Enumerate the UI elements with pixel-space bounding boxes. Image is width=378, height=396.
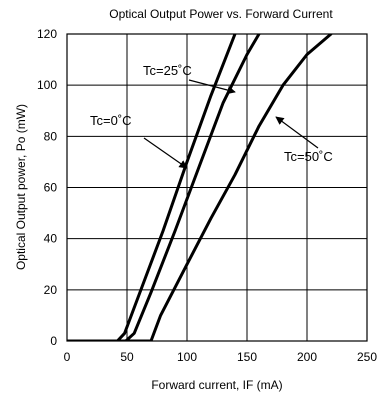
- annotation-arrow: [275, 116, 319, 149]
- annotation-layer: Tc=25˚C Tc=0˚C Tc=50˚C: [90, 63, 333, 169]
- tick-layer: 0 50 100 150 200 250 0 20 40 60 80 100 120: [37, 27, 377, 364]
- annotation-label: Tc=25˚C: [143, 63, 192, 78]
- y-tick-label: 20: [44, 283, 58, 297]
- x-tick-label: 250: [357, 350, 377, 364]
- x-tick-label: 0: [64, 350, 71, 364]
- y-tick-label: 100: [37, 78, 57, 92]
- y-tick-label: 80: [44, 129, 58, 143]
- x-tick-label: 200: [297, 350, 317, 364]
- annotation-arrow: [143, 137, 188, 169]
- y-axis-label: Optical Output power, Po (mW): [14, 104, 28, 270]
- plot-frame: [66, 33, 368, 342]
- series-layer: [67, 34, 333, 341]
- y-tick-label: 60: [44, 181, 58, 195]
- grid-layer: [66, 33, 368, 342]
- x-tick-label: 150: [237, 350, 257, 364]
- series-line-2: [67, 34, 333, 341]
- y-tick-label: 120: [37, 27, 57, 41]
- x-axis-label: Forward current, IF (mA): [151, 378, 282, 392]
- annotation-arrow: [188, 79, 236, 95]
- annotation-label: Tc=50˚C: [284, 149, 333, 164]
- annotation-label: Tc=0˚C: [90, 113, 132, 128]
- x-tick-label: 100: [177, 350, 197, 364]
- y-tick-label: 40: [44, 232, 58, 246]
- series-line-1: [67, 34, 261, 341]
- x-tick-label: 50: [120, 350, 134, 364]
- chart-title: Optical Output Power vs. Forward Current: [109, 7, 333, 21]
- y-tick-label: 0: [50, 334, 57, 348]
